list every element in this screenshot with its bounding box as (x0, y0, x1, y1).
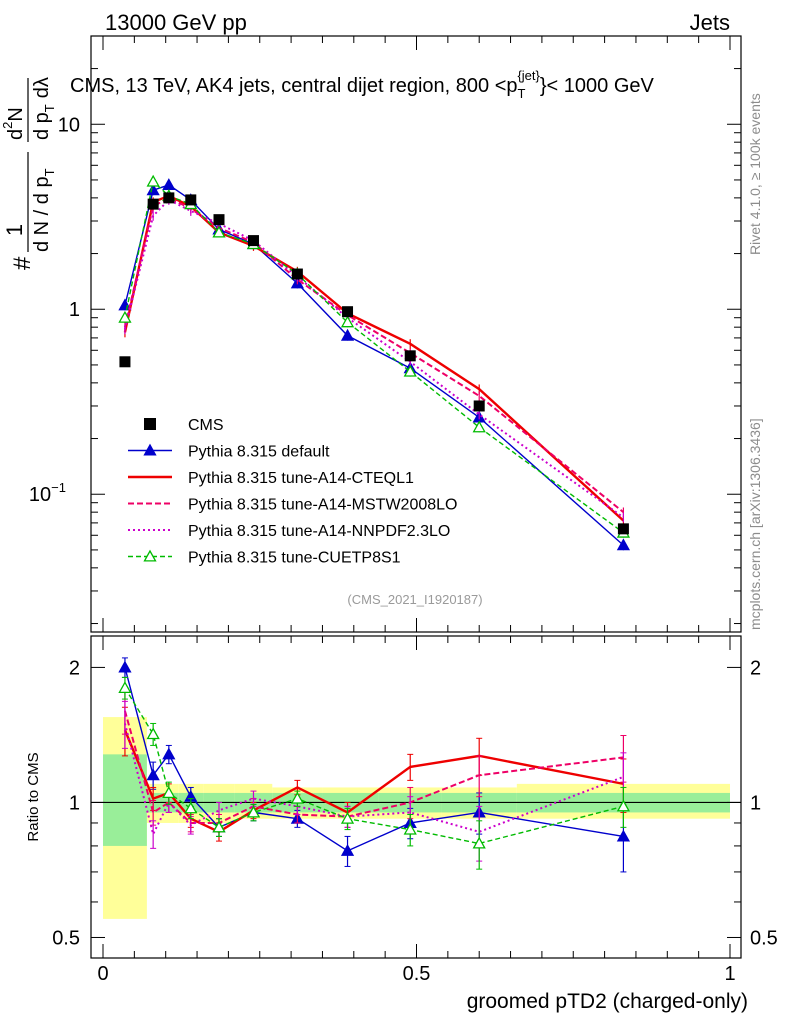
legend-series-4-label: Pythia 8.315 tune-A14-NNPDF2.3LO (188, 523, 450, 540)
cms-data-point (404, 350, 416, 362)
cms-data-point (147, 198, 159, 210)
legend-cms-label: CMS (188, 417, 224, 434)
series-1-point (616, 538, 631, 551)
series-5-ratio-point (146, 727, 160, 740)
series-5-ratio-point (472, 836, 486, 849)
ratio-y-tick-label-right: 1 (750, 792, 761, 814)
data-uncertainty-band (103, 754, 147, 846)
series-5-ratio-point (212, 820, 226, 833)
x-tick-label: 0 (97, 963, 108, 985)
series-1-point (340, 328, 355, 341)
y-tick-label: 10 (58, 114, 80, 136)
series-3-line (123, 196, 625, 513)
series-5-ratio-point (403, 822, 417, 835)
ratio-y-tick-label-right: 2 (750, 657, 761, 679)
cms-data-point (119, 356, 131, 368)
series-5-ratio-point (184, 801, 198, 814)
series-5-point (403, 364, 417, 377)
series-1-line (124, 184, 624, 546)
series-1-point (162, 178, 176, 190)
series-5-point (146, 174, 160, 187)
main-panel: 10−1 1 10 (29, 35, 742, 633)
rivet-version-label: Rivet 4.1.0, ≥ 100k events (747, 93, 763, 255)
series-5-point (118, 310, 132, 323)
svg-text:d pTdλ: d pTdλ (31, 77, 57, 140)
series-5-ratio-point (162, 786, 176, 798)
legend-series-5-label: Pythia 8.315 tune-CUETP8S1 (188, 550, 401, 567)
ratio-y-tick-label: 0.5 (52, 927, 80, 949)
legend-series-1-marker (143, 443, 157, 456)
cms-data-point (185, 194, 197, 206)
cms-data-point (473, 400, 485, 412)
svg-text:#: # (9, 256, 36, 270)
x-axis-label: groomed pTD2 (charged-only) (467, 990, 748, 1013)
series-5-ratio-point (290, 791, 304, 804)
legend: CMS Pythia 8.315 default Pythia 8.315 tune… (128, 417, 457, 567)
cms-data-point (163, 192, 175, 204)
cms-data-point (617, 523, 629, 535)
legend-series-3-label: Pythia 8.315 tune-A14-MSTW2008LO (188, 497, 457, 514)
main-frame (90, 35, 742, 633)
ratio-y-tick-label-right: 0.5 (750, 927, 778, 949)
svg-text:1: 1 (2, 224, 27, 236)
svg-text:d2N: d2N (0, 107, 27, 140)
x-tick-label: 1 (724, 963, 735, 985)
legend-series-5-marker (143, 549, 157, 562)
legend-cms-marker (144, 418, 156, 430)
y-tick-label: 10−1 (29, 480, 66, 506)
header-energy-label: 13000 GeV pp (105, 10, 247, 35)
series-5-ratio-point (616, 799, 631, 812)
cms-data-point (247, 235, 259, 247)
series-1-ratio-point (118, 660, 132, 673)
ratio-y-axis-label: Ratio to CMS (25, 752, 42, 841)
cms-data-point (342, 306, 354, 318)
ratio-y-tick-label: 2 (69, 657, 80, 679)
series-5-point (212, 225, 226, 238)
series-5-ratio-point (246, 805, 261, 818)
series-1-ratio-point (340, 844, 355, 856)
series-1-ratio-point (146, 768, 160, 781)
mcplots-label: mcplots.cern.ch [arXiv:1306.3436] (747, 418, 763, 630)
ratio-panel: 0.5 0.5 1 1 2 2 (52, 635, 778, 959)
series-4-ratio-line (123, 723, 624, 837)
main-y-axis-label: # 1 d N / d pT d2N d pTdλ (0, 77, 57, 270)
series-1-ratio-point (162, 747, 176, 760)
series-5-ratio-line (124, 687, 624, 845)
series-5-ratio-point (118, 681, 132, 693)
analysis-id-label: (CMS_2021_I1920187) (347, 592, 482, 607)
svg-text:d N / d pT: d N / d pT (31, 168, 57, 252)
series-4-line (123, 198, 624, 519)
y-tick-label: 1 (69, 299, 80, 321)
series-5-point (340, 315, 355, 328)
legend-series-1-label: Pythia 8.315 default (188, 444, 330, 461)
cms-data-point (291, 268, 303, 280)
legend-series-2-label: Pythia 8.315 tune-A14-CTEQL1 (188, 470, 414, 487)
series-5-point (472, 420, 486, 433)
chart-title: CMS, 13 TeV, AK4 jets, central dijet reg… (70, 68, 655, 101)
cms-data-point (213, 214, 225, 226)
x-tick-label: 0.5 (403, 963, 431, 985)
series-1-ratio-point (616, 829, 631, 842)
ratio-y-tick-label: 1 (69, 792, 80, 814)
series-5-ratio-point (340, 811, 355, 824)
header-jets-label: Jets (690, 10, 730, 35)
